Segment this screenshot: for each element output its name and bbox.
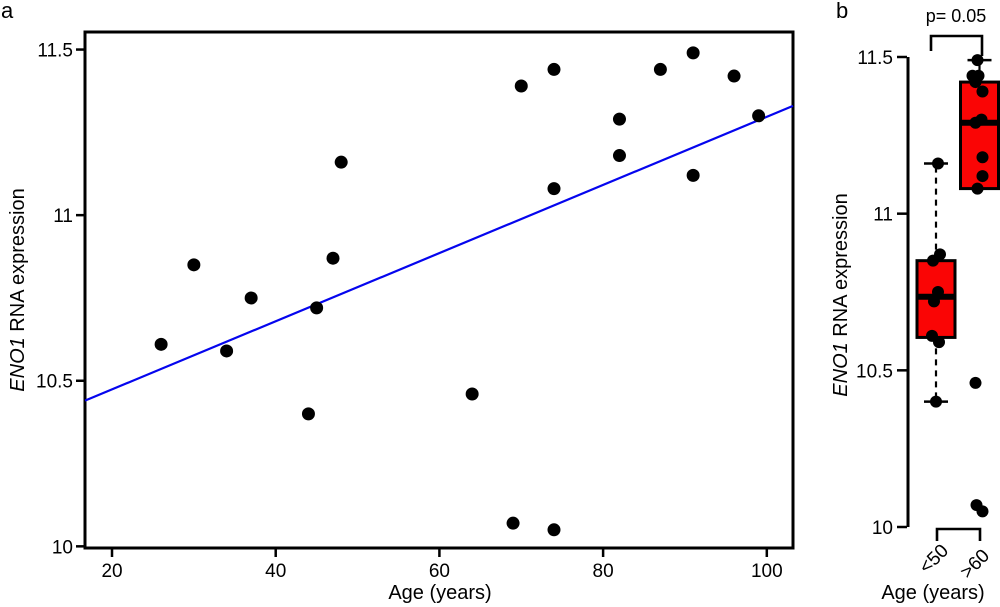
- data-point: [971, 54, 984, 67]
- gene-symbol: ENO1: [7, 337, 29, 392]
- panel-a-y-axis-label: ENO1 RNA expression: [6, 20, 32, 560]
- scatter-point: [326, 251, 340, 265]
- data-point: [972, 69, 985, 82]
- y-axis-label-rest: RNA expression: [830, 193, 852, 343]
- scatter-point: [547, 62, 561, 76]
- data-point: [970, 499, 983, 512]
- scatter-point: [310, 301, 324, 315]
- scatter-point: [547, 182, 561, 196]
- y-axis-tick-label: 10.5: [856, 361, 893, 382]
- scatter-point: [686, 168, 700, 182]
- y-axis-tick-label: 10: [52, 537, 73, 558]
- scatter-point: [506, 516, 520, 530]
- scatter-point: [220, 344, 234, 358]
- y-axis-tick-label: 11.5: [857, 48, 893, 69]
- y-axis-tick-label: 11: [53, 206, 73, 227]
- scatter-point: [612, 112, 626, 126]
- scatter-point: [301, 407, 315, 421]
- data-point: [976, 170, 989, 183]
- scatter-point: [244, 291, 258, 305]
- scatter-point: [612, 149, 626, 163]
- y-axis-tick-label: 11: [873, 205, 893, 226]
- regression-trendline: [84, 104, 794, 402]
- data-point: [975, 113, 988, 126]
- scatter-point: [727, 69, 741, 83]
- x-axis-tick-label: 80: [593, 561, 614, 582]
- panel-b-x-axis-label: Age (years): [881, 582, 985, 604]
- y-axis-label-rest: RNA expression: [7, 188, 29, 338]
- x-axis-tick-label: 60: [429, 561, 450, 582]
- scatter-point: [154, 337, 168, 351]
- scatter-point: [653, 62, 667, 76]
- x-group-bracket: [935, 527, 982, 541]
- y-axis-tick-label: 10: [872, 518, 893, 539]
- panel-a-x-axis-label: Age (years): [388, 582, 492, 604]
- significance-bracket: [929, 34, 984, 56]
- data-point: [932, 157, 944, 170]
- scatter-point: [752, 109, 766, 123]
- data-point: [969, 376, 982, 389]
- data-point: [934, 248, 946, 261]
- y-axis-tick-label: 11.5: [37, 41, 73, 62]
- data-point: [971, 182, 984, 195]
- x-axis-tick-label: 20: [101, 561, 122, 582]
- panel-b-y-axis-label: ENO1 RNA expression: [829, 25, 855, 565]
- scatter-point: [465, 387, 479, 401]
- data-point: [926, 329, 938, 342]
- scatter-point: [187, 258, 201, 272]
- x-axis-tick-label: 40: [265, 561, 286, 582]
- data-point: [928, 295, 940, 308]
- scatter-point: [686, 46, 700, 60]
- y-axis-tick-label: 10.5: [36, 372, 73, 393]
- panel-a-plot-border: [83, 30, 795, 550]
- scatter-point: [547, 523, 561, 537]
- panel-b-letter: b: [836, 0, 849, 23]
- p-value-annotation: p= 0.05: [925, 6, 987, 26]
- data-point: [932, 286, 944, 298]
- data-point: [976, 151, 989, 164]
- gene-symbol: ENO1: [830, 342, 852, 397]
- box-over-60: [959, 80, 1000, 191]
- scatter-point: [514, 79, 528, 93]
- x-axis-tick-label: 100: [751, 561, 783, 582]
- data-point: [976, 85, 989, 98]
- scatter-point: [334, 155, 348, 169]
- data-point: [930, 395, 942, 408]
- panel-a-letter: a: [1, 0, 14, 23]
